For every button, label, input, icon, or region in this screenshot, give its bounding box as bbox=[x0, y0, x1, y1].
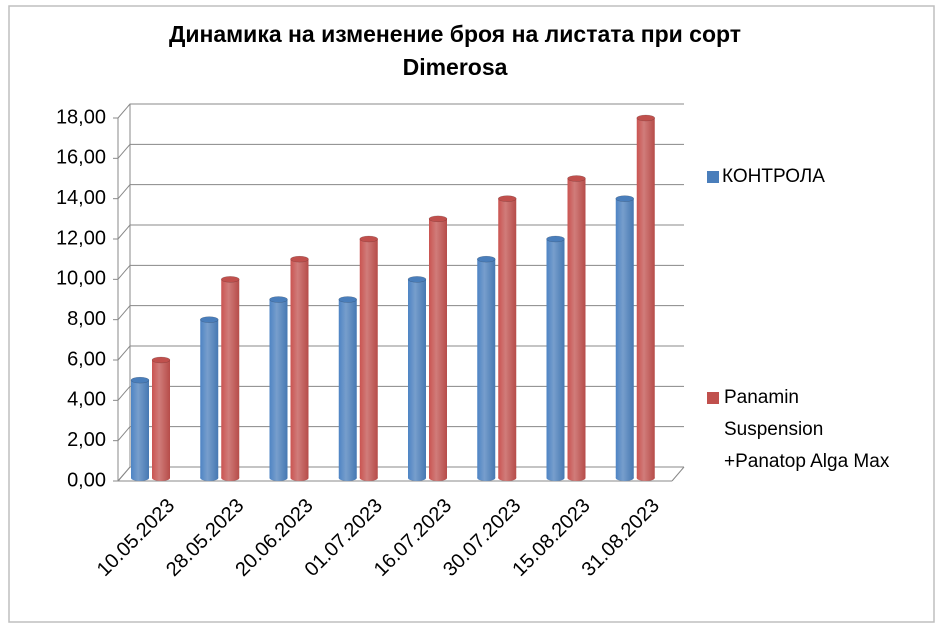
y-tick-label: 0,00 bbox=[67, 469, 106, 491]
bar-cap bbox=[546, 235, 565, 243]
bar-cap bbox=[615, 195, 634, 202]
bar-base bbox=[429, 475, 447, 481]
bar-base bbox=[498, 475, 517, 481]
bar-base bbox=[200, 475, 219, 481]
bar-base bbox=[636, 475, 655, 481]
bar-cap bbox=[151, 356, 171, 364]
bar-base bbox=[359, 475, 378, 481]
bar bbox=[498, 198, 517, 478]
bar bbox=[221, 279, 240, 478]
y-tick-label: 2,00 bbox=[67, 429, 106, 451]
bar bbox=[200, 319, 219, 478]
bar-base bbox=[477, 475, 496, 481]
grid-line bbox=[117, 184, 684, 199]
bar-cap bbox=[221, 276, 240, 283]
bar-cap bbox=[130, 376, 150, 384]
bar-base bbox=[546, 475, 565, 481]
bar-base bbox=[338, 475, 357, 481]
bar bbox=[290, 259, 309, 478]
chart-border bbox=[8, 5, 935, 623]
legend-swatch bbox=[707, 392, 719, 404]
bar-base bbox=[408, 475, 426, 481]
bar-base bbox=[615, 475, 634, 481]
bar bbox=[359, 239, 378, 478]
bar-cap bbox=[200, 316, 219, 323]
bar-cap bbox=[269, 296, 288, 303]
bar-cap bbox=[338, 296, 357, 303]
bar-cap bbox=[567, 175, 586, 182]
axis-line bbox=[671, 466, 685, 482]
grid-line bbox=[117, 224, 684, 240]
bar-cap bbox=[498, 195, 517, 202]
grid-line bbox=[117, 143, 684, 159]
y-tick-label: 8,00 bbox=[67, 308, 106, 330]
bar-base bbox=[269, 475, 288, 481]
y-tick-label: 12,00 bbox=[56, 227, 106, 249]
bar bbox=[408, 279, 426, 478]
y-tick-label: 18,00 bbox=[56, 106, 106, 128]
legend-swatch bbox=[707, 171, 719, 183]
bar-base bbox=[567, 475, 586, 481]
y-tick-label: 16,00 bbox=[56, 147, 106, 169]
bar bbox=[131, 380, 149, 478]
bar-cap bbox=[290, 255, 309, 263]
y-tick-label: 6,00 bbox=[67, 348, 106, 370]
legend-label: КОНТРОЛА bbox=[722, 166, 825, 187]
legend-label: Panamin Suspension +Panatop Alga Max bbox=[724, 387, 890, 472]
y-tick-label: 4,00 bbox=[67, 389, 106, 411]
bar-cap bbox=[359, 235, 378, 243]
bar-base bbox=[290, 475, 309, 481]
bar bbox=[546, 239, 565, 478]
bar-cap bbox=[477, 255, 496, 263]
bar bbox=[477, 259, 496, 478]
bar bbox=[269, 299, 288, 478]
bar-cap bbox=[428, 215, 448, 223]
y-tick-label: 10,00 bbox=[56, 268, 106, 290]
bar-base bbox=[131, 475, 149, 481]
bar bbox=[338, 299, 357, 478]
y-tick-label: 14,00 bbox=[56, 187, 106, 209]
bar bbox=[567, 178, 586, 478]
grid-line bbox=[117, 264, 684, 280]
bar-cap bbox=[407, 276, 427, 283]
bar-base bbox=[152, 475, 170, 481]
chart-title: Динамика на изменение броя на листата пр… bbox=[168, 21, 742, 80]
bar bbox=[152, 360, 170, 478]
grid-line bbox=[117, 103, 684, 119]
bar bbox=[636, 118, 655, 478]
bar bbox=[429, 218, 447, 479]
bar-cap bbox=[636, 114, 655, 122]
bar-base bbox=[221, 475, 240, 481]
bar bbox=[615, 198, 634, 478]
